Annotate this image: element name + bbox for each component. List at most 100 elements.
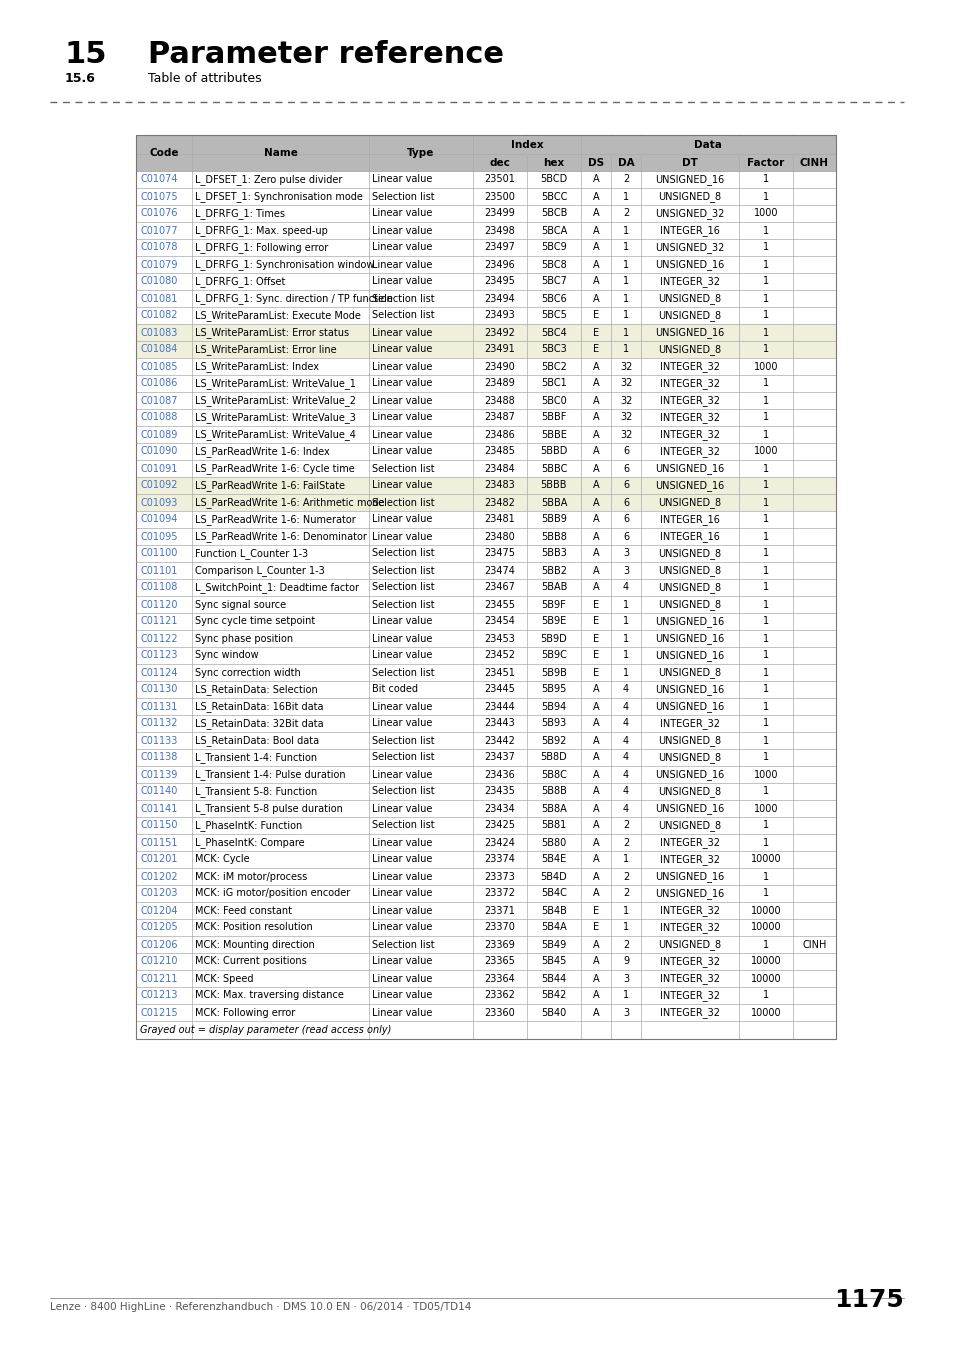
Text: 5BC1: 5BC1 bbox=[540, 378, 566, 389]
Text: dec: dec bbox=[489, 158, 510, 167]
Text: CINH: CINH bbox=[801, 940, 825, 949]
Text: C01141: C01141 bbox=[140, 803, 177, 814]
Bar bbox=[136, 135, 835, 154]
Text: 23437: 23437 bbox=[484, 752, 515, 763]
Text: 23424: 23424 bbox=[484, 837, 515, 848]
Text: 1: 1 bbox=[762, 888, 768, 899]
Text: DA: DA bbox=[618, 158, 634, 167]
Text: 5BCC: 5BCC bbox=[540, 192, 566, 201]
Text: UNSIGNED_8: UNSIGNED_8 bbox=[658, 667, 720, 678]
Text: A: A bbox=[592, 702, 598, 711]
Text: 4: 4 bbox=[622, 702, 628, 711]
Text: L_Transient 5-8: Function: L_Transient 5-8: Function bbox=[195, 786, 317, 796]
Text: 5B40: 5B40 bbox=[540, 1007, 566, 1018]
Text: 1: 1 bbox=[762, 633, 768, 644]
Text: 23484: 23484 bbox=[484, 463, 515, 474]
Text: C01087: C01087 bbox=[140, 396, 178, 405]
Text: 5BB8: 5BB8 bbox=[540, 532, 566, 541]
Text: A: A bbox=[592, 872, 598, 882]
Text: MCK: iM motor/process: MCK: iM motor/process bbox=[195, 872, 307, 882]
Text: 23454: 23454 bbox=[484, 617, 515, 626]
Text: Selection list: Selection list bbox=[372, 821, 435, 830]
Text: 1: 1 bbox=[622, 991, 628, 1000]
Text: 6: 6 bbox=[622, 514, 628, 525]
Text: 5BBE: 5BBE bbox=[540, 429, 566, 440]
Text: 5BC7: 5BC7 bbox=[540, 277, 566, 286]
Text: 5B9B: 5B9B bbox=[540, 667, 566, 678]
Text: 1: 1 bbox=[762, 752, 768, 763]
Text: LS_WriteParamList: Execute Mode: LS_WriteParamList: Execute Mode bbox=[195, 310, 361, 321]
Text: 32: 32 bbox=[619, 429, 632, 440]
Text: A: A bbox=[592, 837, 598, 848]
Text: 23453: 23453 bbox=[484, 633, 515, 644]
Text: 5BB2: 5BB2 bbox=[540, 566, 566, 575]
Text: hex: hex bbox=[542, 158, 564, 167]
Text: 10000: 10000 bbox=[750, 906, 781, 915]
Text: 1: 1 bbox=[762, 821, 768, 830]
Text: LS_RetainData: Bool data: LS_RetainData: Bool data bbox=[195, 734, 319, 747]
Text: 5B9F: 5B9F bbox=[541, 599, 566, 609]
Text: 32: 32 bbox=[619, 378, 632, 389]
Text: INTEGER_32: INTEGER_32 bbox=[659, 1007, 720, 1018]
Text: 5B94: 5B94 bbox=[540, 702, 566, 711]
Text: 10000: 10000 bbox=[750, 922, 781, 933]
Text: L_Transient 1-4: Pulse duration: L_Transient 1-4: Pulse duration bbox=[195, 769, 346, 780]
Text: 23372: 23372 bbox=[484, 888, 515, 899]
Text: A: A bbox=[592, 293, 598, 304]
Text: C01121: C01121 bbox=[140, 617, 178, 626]
Text: C01088: C01088 bbox=[140, 413, 177, 423]
Text: 5BCB: 5BCB bbox=[540, 208, 566, 219]
Text: UNSIGNED_8: UNSIGNED_8 bbox=[658, 192, 720, 202]
Text: C01108: C01108 bbox=[140, 582, 177, 593]
Text: 1: 1 bbox=[762, 225, 768, 235]
Text: C01130: C01130 bbox=[140, 684, 177, 694]
Text: C01080: C01080 bbox=[140, 277, 177, 286]
Text: UNSIGNED_16: UNSIGNED_16 bbox=[655, 174, 723, 185]
Text: 23495: 23495 bbox=[484, 277, 515, 286]
Text: 5BBF: 5BBF bbox=[540, 413, 566, 423]
Text: CINH: CINH bbox=[799, 158, 828, 167]
Text: INTEGER_32: INTEGER_32 bbox=[659, 990, 720, 1000]
Text: 1: 1 bbox=[762, 174, 768, 185]
Text: UNSIGNED_16: UNSIGNED_16 bbox=[655, 463, 723, 474]
Text: 32: 32 bbox=[619, 413, 632, 423]
Text: 5BAB: 5BAB bbox=[540, 582, 566, 593]
Text: 1: 1 bbox=[762, 872, 768, 882]
Text: INTEGER_32: INTEGER_32 bbox=[659, 360, 720, 373]
Text: 23475: 23475 bbox=[484, 548, 515, 559]
Text: 1: 1 bbox=[762, 463, 768, 474]
Text: 5B4B: 5B4B bbox=[540, 906, 566, 915]
Text: LS_ParReadWrite 1-6: Index: LS_ParReadWrite 1-6: Index bbox=[195, 446, 330, 456]
Text: Data: Data bbox=[694, 139, 721, 150]
Text: Selection list: Selection list bbox=[372, 463, 435, 474]
Text: C01081: C01081 bbox=[140, 293, 177, 304]
Text: 5BC5: 5BC5 bbox=[540, 310, 566, 320]
Text: C01075: C01075 bbox=[140, 192, 178, 201]
Text: 5B8C: 5B8C bbox=[540, 769, 566, 779]
Text: 1: 1 bbox=[762, 396, 768, 405]
Text: 5BC9: 5BC9 bbox=[540, 243, 566, 252]
Text: 2: 2 bbox=[622, 174, 628, 185]
Text: LS_WriteParamList: Error status: LS_WriteParamList: Error status bbox=[195, 327, 349, 338]
Text: C01139: C01139 bbox=[140, 769, 177, 779]
Text: 1: 1 bbox=[622, 277, 628, 286]
Text: UNSIGNED_8: UNSIGNED_8 bbox=[658, 599, 720, 610]
Text: Linear value: Linear value bbox=[372, 718, 432, 729]
Text: A: A bbox=[592, 1007, 598, 1018]
Bar bbox=[136, 342, 835, 358]
Text: Function L_Counter 1-3: Function L_Counter 1-3 bbox=[195, 548, 308, 559]
Bar bbox=[136, 324, 835, 342]
Text: 23483: 23483 bbox=[484, 481, 515, 490]
Text: 5BB3: 5BB3 bbox=[540, 548, 566, 559]
Text: MCK: Feed constant: MCK: Feed constant bbox=[195, 906, 293, 915]
Text: Linear value: Linear value bbox=[372, 888, 432, 899]
Text: MCK: Mounting direction: MCK: Mounting direction bbox=[195, 940, 314, 949]
Text: 5BC0: 5BC0 bbox=[540, 396, 566, 405]
Text: 5B8A: 5B8A bbox=[540, 803, 566, 814]
Text: 23374: 23374 bbox=[484, 855, 515, 864]
Text: Table of attributes: Table of attributes bbox=[148, 72, 261, 85]
Text: 5BC4: 5BC4 bbox=[540, 328, 566, 338]
Text: 5BCA: 5BCA bbox=[540, 225, 566, 235]
Text: 1: 1 bbox=[622, 906, 628, 915]
Text: E: E bbox=[592, 328, 598, 338]
